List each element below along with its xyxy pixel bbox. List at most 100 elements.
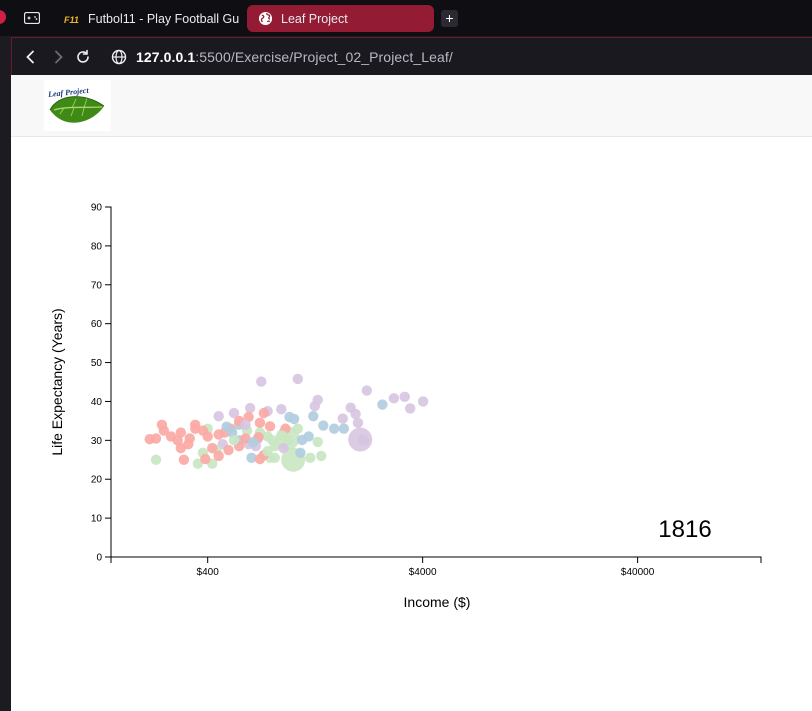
tab-leaf-project[interactable]: Leaf Project — [247, 5, 434, 32]
new-tab-button[interactable]: + — [441, 10, 458, 27]
country-bubble[interactable] — [165, 431, 177, 442]
y-tick-label: 0 — [96, 553, 102, 564]
country-bubble[interactable] — [256, 376, 267, 387]
country-bubble[interactable] — [269, 452, 280, 464]
svg-text:F11: F11 — [64, 15, 79, 24]
country-bubble[interactable] — [357, 434, 368, 445]
reload-icon[interactable] — [74, 48, 92, 66]
y-axis-line — [105, 206, 112, 558]
url-path: :5500/Exercise/Project_02_Project_Leaf/ — [195, 49, 453, 65]
year-label: 1816 — [658, 516, 711, 543]
gamepad-icon[interactable] — [23, 11, 41, 25]
country-bubble[interactable] — [337, 413, 348, 424]
country-bubble[interactable] — [175, 427, 187, 438]
country-bubble[interactable] — [221, 421, 232, 432]
y-tick-label: 40 — [91, 397, 103, 408]
country-bubble[interactable] — [318, 420, 329, 431]
country-bubble[interactable] — [361, 385, 373, 396]
country-bubble[interactable] — [258, 407, 270, 419]
country-bubble[interactable] — [292, 373, 303, 385]
country-bubble[interactable] — [352, 417, 364, 429]
country-bubble[interactable] — [350, 408, 361, 420]
country-bubble[interactable] — [178, 454, 190, 465]
country-bubble[interactable] — [240, 419, 251, 430]
country-bubble[interactable] — [308, 411, 319, 422]
country-bubble[interactable] — [247, 437, 259, 448]
country-bubble[interactable] — [399, 391, 410, 402]
leaf-logo[interactable]: Leaf Project — [44, 80, 111, 131]
country-bubble[interactable] — [328, 423, 340, 434]
country-bubble[interactable] — [213, 429, 224, 440]
y-tick-label: 80 — [91, 241, 103, 252]
country-bubble[interactable] — [200, 453, 211, 465]
y-axis: 0 10 20 30 40 50 60 70 80 90 — [91, 203, 112, 564]
country-bubble[interactable] — [288, 413, 300, 425]
country-bubble[interactable] — [316, 450, 327, 462]
tab-futbol11[interactable]: F11 Futbol11 - Play Football Gu — [54, 5, 240, 32]
country-bubble[interactable] — [207, 442, 218, 454]
country-bubble[interactable] — [254, 417, 266, 429]
country-bubble[interactable] — [303, 431, 314, 442]
tab-title: Futbol11 - Play Football Gu — [88, 11, 240, 26]
globe-icon — [257, 11, 273, 27]
country-bubble[interactable] — [244, 402, 256, 414]
country-bubble[interactable] — [246, 452, 257, 464]
x-axis-line — [110, 556, 762, 563]
country-bubble[interactable] — [254, 453, 266, 465]
country-bubble[interactable] — [228, 435, 240, 446]
plot-area — [144, 373, 429, 472]
country-bubble[interactable] — [213, 450, 224, 462]
country-bubble[interactable] — [277, 430, 288, 441]
tab-title: Leaf Project — [281, 11, 348, 26]
country-bubble[interactable] — [262, 446, 273, 457]
country-bubble[interactable] — [150, 454, 162, 465]
country-bubble[interactable] — [228, 407, 240, 419]
scatter-chart: $400 $4000 $40000 0 10 20 30 40 50 60 70 80 90 Inco… — [49, 203, 762, 610]
x-tick-label: $400 — [197, 567, 220, 578]
country-bubble[interactable] — [312, 436, 323, 448]
browser-tab-strip: F11 Futbol11 - Play Football Gu Leaf Pro… — [0, 0, 812, 36]
country-bubble[interactable] — [404, 403, 416, 414]
country-bubble[interactable] — [223, 444, 234, 456]
country-bubble[interactable] — [388, 393, 400, 404]
profile-icon[interactable] — [0, 10, 6, 24]
y-tick-label: 90 — [91, 203, 103, 214]
country-bubble[interactable] — [305, 452, 316, 464]
x-axis: $400 $4000 $40000 — [110, 556, 762, 578]
svg-text:Leaf Project: Leaf Project — [47, 86, 90, 99]
url-bar[interactable]: 127.0.0.1:5500/Exercise/Project_02_Proje… — [136, 49, 453, 65]
y-tick-label: 10 — [91, 514, 103, 525]
x-tick-label: $40000 — [621, 567, 655, 578]
country-bubble[interactable] — [175, 442, 187, 454]
country-bubble[interactable] — [192, 458, 204, 469]
country-bubble[interactable] — [309, 400, 321, 412]
x-axis-label: Income ($) — [404, 594, 471, 610]
y-tick-label: 20 — [91, 475, 103, 486]
site-info-globe-icon[interactable] — [110, 48, 128, 66]
y-tick-label: 50 — [91, 358, 103, 369]
y-tick-label: 70 — [91, 280, 103, 291]
country-bubble[interactable] — [292, 423, 303, 434]
y-tick-label: 60 — [91, 319, 103, 330]
url-host: 127.0.0.1 — [136, 49, 196, 65]
country-bubble[interactable] — [190, 419, 201, 430]
country-bubble[interactable] — [278, 442, 289, 454]
y-tick-label: 30 — [91, 436, 103, 447]
back-arrow-icon[interactable] — [22, 48, 40, 66]
browser-toolbar: 127.0.0.1:5500/Exercise/Project_02_Proje… — [11, 37, 812, 75]
country-bubble[interactable] — [156, 419, 168, 430]
x-tick-label: $4000 — [409, 567, 437, 578]
country-bubble[interactable] — [295, 447, 306, 458]
country-bubble[interactable] — [262, 431, 273, 442]
forward-arrow-icon[interactable] — [49, 48, 67, 66]
y-axis-label: Life Expectancy (Years) — [49, 308, 65, 455]
country-bubble[interactable] — [144, 433, 155, 445]
country-bubble[interactable] — [377, 399, 388, 410]
site-header: Leaf Project — [11, 75, 812, 137]
country-bubble[interactable] — [338, 423, 350, 434]
country-bubble[interactable] — [417, 396, 429, 407]
country-bubble[interactable] — [213, 411, 224, 422]
country-bubble[interactable] — [264, 421, 276, 432]
country-bubble[interactable] — [276, 404, 287, 415]
page-viewport: Leaf Project $400 $4000 $40000 0 10 20 30 40 50… — [11, 75, 812, 711]
